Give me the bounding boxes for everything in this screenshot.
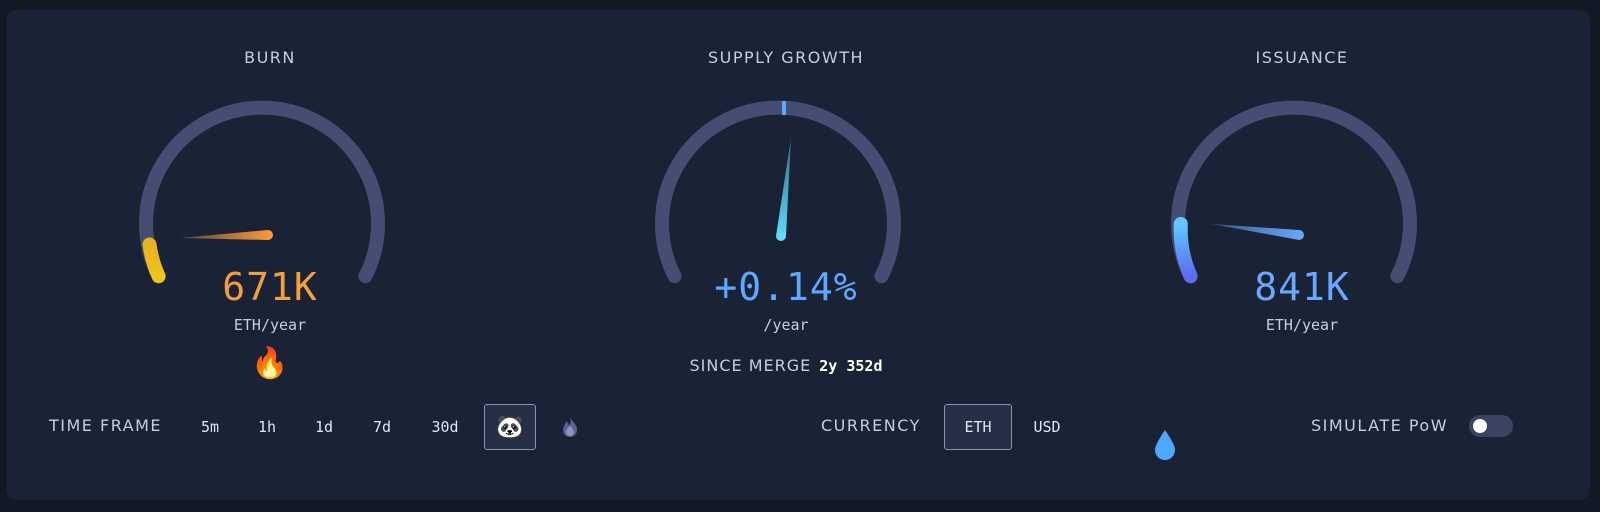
currency-eth-button[interactable]: ETH	[944, 404, 1012, 450]
time-frame-label: TIME FRAME	[49, 416, 163, 435]
issuance-title: ISSUANCE	[1255, 48, 1349, 67]
currency-label: CURRENCY	[821, 416, 921, 435]
since-merge-label: SINCE MERGE	[689, 356, 812, 375]
supply-gauge: SUPPLY GROWTH +0.14% /year SINCE MERGE 2y…	[636, 10, 936, 400]
dashboard-panel: BURN 671K ETH/year 🔥 SUPPLY GROWTH	[6, 10, 1590, 500]
burn-track	[139, 100, 385, 284]
issuance-track	[1171, 100, 1417, 284]
issuance-dial	[1171, 100, 1417, 284]
simulate-pow-label: SIMULATE PoW	[1311, 416, 1449, 435]
burn-title: BURN	[244, 48, 296, 67]
burn-unit: ETH/year	[233, 316, 307, 334]
supply-dial	[655, 100, 901, 284]
time-frame-30d[interactable]: 30d	[431, 418, 459, 436]
toggle-knob	[1473, 419, 1487, 433]
time-frame-1h[interactable]: 1h	[257, 418, 277, 436]
since-merge: SINCE MERGE 2y 352d	[636, 356, 936, 375]
issuance-needle	[1212, 224, 1304, 240]
burn-needle	[180, 230, 273, 240]
supply-track	[655, 100, 901, 284]
time-frame-7d[interactable]: 7d	[372, 418, 392, 436]
burn-arc	[142, 237, 166, 284]
panda-icon[interactable]: 🐼	[484, 404, 536, 450]
since-merge-value: 2y 352d	[819, 357, 883, 375]
supply-title: SUPPLY GROWTH	[707, 48, 865, 67]
time-frame-5m[interactable]: 5m	[200, 418, 220, 436]
currency-usd-button[interactable]: USD	[1033, 418, 1061, 436]
fire-icon: 🔥	[251, 346, 289, 381]
supply-needle	[776, 138, 791, 241]
supply-value: +0.14%	[714, 265, 858, 309]
simulate-pow-toggle[interactable]	[1469, 415, 1513, 437]
issuance-arc	[1173, 217, 1198, 284]
burn-since-fire-icon[interactable]	[552, 404, 588, 450]
issuance-gauge: ISSUANCE 841K ETH/year	[1152, 10, 1452, 460]
burn-dial	[139, 100, 385, 284]
burn-value: 671K	[222, 265, 318, 309]
burn-gauge: BURN 671K ETH/year 🔥	[120, 10, 420, 400]
time-frame-1d[interactable]: 1d	[314, 418, 334, 436]
issuance-unit: ETH/year	[1265, 316, 1339, 334]
issuance-value: 841K	[1254, 265, 1350, 309]
supply-unit: /year	[763, 316, 809, 334]
